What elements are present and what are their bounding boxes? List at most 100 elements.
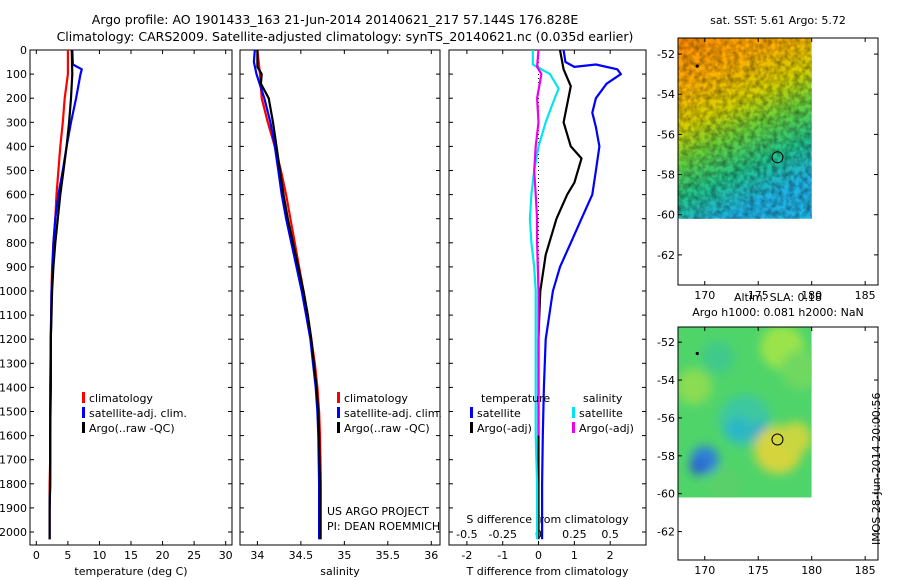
legend-swatch [572, 422, 575, 433]
salinity-xlabel: salinity [320, 565, 360, 578]
y-tick-label: 0 [20, 44, 27, 57]
legend-entry: Argo(..raw -QC) [89, 422, 175, 435]
temperature-frame [29, 49, 233, 546]
legend-entry: satellite [477, 407, 521, 420]
legend-entry: satellite [579, 407, 623, 420]
small-position-marker [695, 64, 699, 68]
legend-entry: satellite-adj. clim. [89, 407, 187, 420]
sla-anomaly [779, 421, 812, 454]
series-argo-raw-qc--line [256, 50, 322, 540]
x-tick-label: 170 [694, 289, 715, 302]
y-tick-label: -54 [657, 374, 675, 387]
y-tick-label: 2000 [0, 526, 27, 539]
x-tick-label: 1 [571, 549, 578, 562]
sst-map: -52 -54 -56 -58 -60 -62 170 175 180 185 sat. SST: … [657, 14, 879, 302]
sla-anomaly [706, 465, 743, 498]
legend-swatch [337, 392, 340, 403]
y-tick-label: 1800 [0, 478, 27, 491]
sst-map-frame [677, 37, 879, 286]
y-tick-label: -60 [657, 209, 675, 222]
temperature-panel: 0100200300400500600700800900100011001200… [0, 44, 233, 578]
x-tick-label: 0 [535, 549, 542, 562]
y-tick-label: 1500 [0, 406, 27, 419]
sst-texture [678, 38, 812, 219]
x2-tick-label: 0.25 [562, 528, 587, 541]
x-tick-label: 25 [187, 549, 201, 562]
x2-tick-label: -0.5 [456, 528, 477, 541]
salinity-legend: climatology satellite-adj. clim. Argo(..ra… [337, 392, 442, 435]
y-tick-label: -52 [657, 48, 675, 61]
legend-swatch [470, 422, 473, 433]
sla-anomaly [678, 368, 713, 405]
x-tick-label: 15 [124, 549, 138, 562]
series-satellite-adj-clim--line [48, 49, 83, 540]
salinity-frame [239, 49, 441, 546]
y-tick-label: 1600 [0, 430, 27, 443]
legend-swatch [82, 407, 85, 418]
y-tick-label: -54 [657, 88, 675, 101]
small-position-marker [695, 351, 699, 356]
y-tick-label: 400 [6, 140, 27, 153]
temperature-legend: climatology satellite-adj. clim. Argo(..ra… [82, 392, 187, 435]
y-tick-label: -58 [657, 169, 675, 182]
y-tick-label: 1200 [0, 333, 27, 346]
legend-heading-temperature: temperature [481, 392, 550, 405]
x-tick-label: 36 [424, 549, 438, 562]
argo-position-marker [771, 151, 784, 164]
x-tick-label: 180 [801, 564, 822, 577]
y-tick-label: 500 [6, 165, 27, 178]
series-salinity-satellite-line [528, 50, 560, 540]
legend-entry: Argo(..raw -QC) [344, 422, 430, 435]
x-tick-label: 180 [801, 289, 822, 302]
x-tick-label: 34.5 [289, 549, 314, 562]
legend-swatch [337, 422, 340, 433]
difference-frame [448, 49, 647, 546]
y-tick-label: 200 [6, 92, 27, 105]
y-tick-label: 100 [6, 68, 27, 81]
credit-line1: US ARGO PROJECT [327, 505, 429, 518]
y-tick-label: 1300 [0, 357, 27, 370]
y-tick-label: 1000 [0, 285, 27, 298]
x-tick-label: 34 [250, 549, 264, 562]
x-tick-label: 5 [64, 549, 71, 562]
sst-title: sat. SST: 5.61 Argo: 5.72 [710, 14, 846, 27]
legend-entry: satellite-adj. clim. [344, 407, 442, 420]
legend-heading-salinity: salinity [583, 392, 623, 405]
temperature-xlabel: temperature (deg C) [74, 565, 187, 578]
sla-map-frame [677, 326, 879, 561]
difference-panel: -2 -1 0 1 2 T difference from climatology S di… [448, 49, 647, 578]
legend-swatch [572, 407, 575, 418]
y-tick-label: 900 [6, 261, 27, 274]
sla-map: -52 -54 -56 -58 -60 -62 170 175 180 185 Altim. SLA… [657, 291, 879, 577]
series-argo-raw-qc--line [48, 49, 74, 540]
y-tick-label: -60 [657, 488, 675, 501]
sla-anomalies [678, 327, 812, 498]
y-tick-label: 1700 [0, 454, 27, 467]
x-tick-label: 185 [855, 289, 876, 302]
y-tick-label: 1100 [0, 309, 27, 322]
y-tick-label: -62 [657, 526, 675, 539]
x-tick-label: 0 [33, 549, 40, 562]
credit-line2: PI: DEAN ROEMMICH [327, 520, 440, 533]
x-tick-label: 20 [156, 549, 170, 562]
sla-title: Altim. SLA: 0.18 [734, 291, 822, 304]
timestamp-stamp: IMOS 28-Jun-2014 20:00:56 [870, 392, 883, 545]
y-tick-label: 300 [6, 116, 27, 129]
legend-entry: Argo(-adj) [579, 422, 634, 435]
series-salinity-argo-adj--line [533, 49, 543, 436]
y-tick-label: 1900 [0, 502, 27, 515]
legend-entry: climatology [344, 392, 408, 405]
legend-swatch [82, 422, 85, 433]
x2-tick-label: -0.25 [488, 528, 516, 541]
sla-subtitle: Argo h1000: 0.081 h2000: NaN [692, 306, 864, 319]
y-tick-label: -58 [657, 450, 675, 463]
x-tick-label: 35 [337, 549, 351, 562]
x-tick-label: 30 [219, 549, 233, 562]
series-satellite-adj-clim--line [252, 49, 321, 540]
y-tick-label: -56 [657, 128, 675, 141]
y-tick-label: -52 [657, 336, 675, 349]
x-tick-label: 35.5 [376, 549, 401, 562]
legend-entry: climatology [89, 392, 153, 405]
x-tick-label: -1 [497, 549, 508, 562]
